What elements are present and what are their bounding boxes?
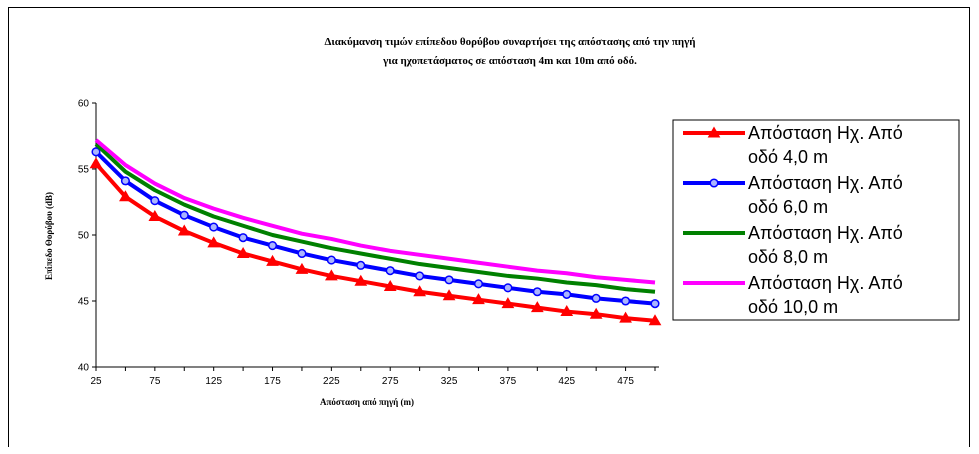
chart-title-line1: Διακύμανση τιμών επίπεδου θορύβου συναρτ…: [324, 36, 695, 48]
data-point-circle: [562, 289, 572, 299]
x-tick-label: 325: [441, 376, 458, 387]
data-point-circle: [709, 178, 719, 188]
data-point-triangle: [648, 314, 662, 326]
data-point-circle: [209, 222, 219, 232]
y-axis-title: Επίπεδο Θορύβου (dB): [44, 192, 54, 280]
y-tick-label: 45: [78, 297, 90, 308]
data-point-circle: [297, 248, 307, 259]
data-point-circle: [150, 196, 160, 206]
data-point-triangle: [266, 254, 279, 266]
x-tick-label: 275: [382, 376, 399, 387]
data-point-circle: [650, 299, 660, 309]
series-line-4: [94, 138, 656, 285]
data-point-circle: [238, 233, 248, 243]
data-point-triangle: [236, 246, 250, 258]
data-point-circle: [473, 279, 484, 289]
y-tick-label: 55: [78, 165, 90, 176]
data-point-circle: [326, 255, 336, 265]
x-axis-title: Απόσταση από πηγή (m): [320, 397, 414, 407]
x-tick-label: 225: [323, 376, 340, 387]
data-point-circle: [356, 260, 366, 270]
data-point-triangle: [442, 289, 456, 301]
y-tick-label: 40: [78, 363, 90, 374]
series-line-1: [94, 162, 656, 323]
data-point-triangle: [472, 293, 485, 305]
data-point-triangle: [619, 311, 632, 323]
legend-label-3: Απόσταση Ηχ. Από: [748, 223, 903, 243]
data-point-triangle: [707, 126, 721, 138]
legend-label-1: Απόσταση Ηχ. Από: [748, 123, 903, 143]
legend-label-4-line2: οδό 10,0 m: [748, 297, 838, 317]
data-point-triangle: [589, 307, 603, 319]
data-point-triangle: [89, 157, 103, 169]
data-point-triangle: [354, 274, 368, 286]
data-point-circle: [503, 283, 513, 293]
x-tick-label: 375: [500, 376, 517, 387]
x-tick-label: 75: [149, 376, 161, 387]
x-tick-label: 125: [205, 376, 222, 387]
chart-title-line2: για ηχοπετάσματος σε απόσταση 4m και 10m…: [382, 55, 637, 67]
legend-label-4: Απόσταση Ηχ. Από: [748, 273, 903, 293]
legend-box: [672, 119, 960, 321]
data-point-triangle: [413, 285, 426, 297]
chart-frame: [8, 7, 970, 447]
data-point-triangle: [148, 210, 162, 222]
data-point-circle: [91, 147, 101, 157]
data-point-triangle: [207, 236, 221, 248]
data-point-triangle: [295, 262, 309, 274]
data-point-circle: [267, 241, 278, 251]
data-point-circle: [385, 266, 395, 276]
x-tick-label: 175: [264, 376, 281, 387]
data-point-circle: [591, 293, 601, 303]
legend: Απόσταση Ηχ. Από οδό 4,0 m Απόσταση Ηχ. Απ…: [672, 119, 960, 321]
data-point-triangle: [501, 297, 515, 309]
data-point-triangle: [325, 269, 338, 281]
data-point-triangle: [119, 190, 132, 202]
legend-label-2-line2: οδό 6,0 m: [748, 197, 828, 217]
data-point-circle: [532, 287, 542, 297]
data-point-triangle: [177, 224, 191, 236]
data-point-circle: [120, 176, 130, 186]
x-tick-label: 475: [617, 376, 634, 387]
legend-label-2: Απόσταση Ηχ. Από: [748, 173, 903, 193]
data-point-circle: [621, 296, 631, 306]
data-point-triangle: [530, 301, 544, 313]
y-tick-label: 60: [78, 99, 90, 110]
data-point-triangle: [383, 279, 397, 291]
legend-label-1-line2: οδό 4,0 m: [748, 147, 828, 167]
x-tick-label: 25: [90, 376, 102, 387]
x-tick-label: 425: [558, 376, 575, 387]
series-line-2: [94, 150, 656, 306]
data-point-circle: [444, 275, 454, 285]
series-line-3: [94, 142, 656, 294]
data-point-triangle: [560, 305, 574, 317]
plot-area: 40 45 50 55 60 25 75 125 175 225 275 325 375 425 475: [78, 99, 662, 387]
legend-label-3-line2: οδό 8,0 m: [748, 247, 828, 267]
data-point-circle: [179, 210, 189, 220]
y-tick-label: 50: [78, 231, 90, 242]
data-point-circle: [415, 271, 425, 281]
